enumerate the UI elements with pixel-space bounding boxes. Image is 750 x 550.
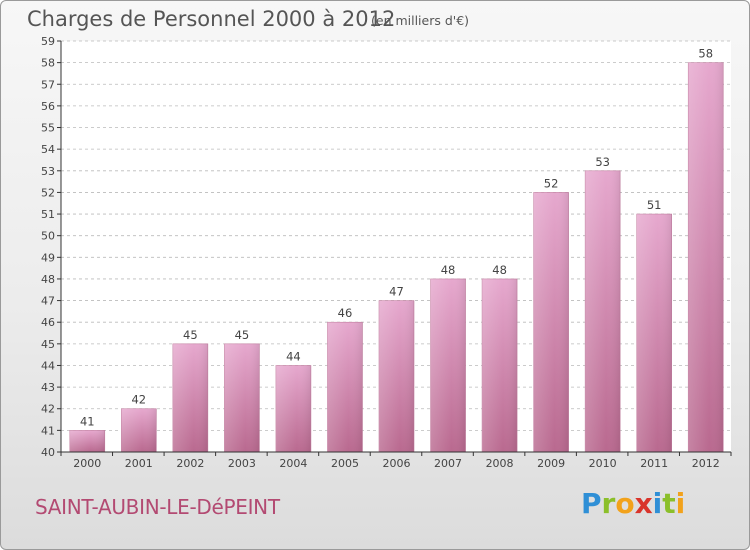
bar-shade <box>636 214 672 452</box>
x-tick-label: 2008 <box>486 457 514 470</box>
y-tick-label: 59 <box>41 35 55 48</box>
y-tick-label: 58 <box>41 57 55 70</box>
bar-shade <box>688 62 724 452</box>
bar-shade <box>533 192 569 452</box>
bar-shade <box>224 343 260 452</box>
bar-shade <box>69 430 105 452</box>
bar-value-label: 52 <box>544 176 559 190</box>
y-tick-label: 54 <box>41 143 55 156</box>
logo-letter: i <box>652 487 663 520</box>
x-tick-label: 2003 <box>228 457 256 470</box>
x-tick-label: 2009 <box>537 457 565 470</box>
y-tick-label: 57 <box>41 78 55 91</box>
y-tick-label: 43 <box>41 381 55 394</box>
x-tick-label: 2000 <box>73 457 101 470</box>
logo-letter: x <box>634 487 653 520</box>
y-tick-label: 45 <box>41 338 55 351</box>
x-tick-label: 2006 <box>383 457 411 470</box>
logo-letter: r <box>601 487 616 520</box>
bar-shade <box>121 408 157 452</box>
bar-value-label: 42 <box>131 393 146 407</box>
logo-letter: t <box>662 487 676 520</box>
y-tick-label: 53 <box>41 165 55 178</box>
y-tick-label: 44 <box>41 359 55 372</box>
y-tick-label: 48 <box>41 273 55 286</box>
bar-shade <box>430 278 466 452</box>
bar-value-label: 45 <box>235 328 250 342</box>
x-tick-label: 2012 <box>692 457 720 470</box>
y-tick-label: 56 <box>41 100 55 113</box>
chart-subtitle: (en milliers d'€) <box>371 13 470 28</box>
bar-value-label: 41 <box>80 414 95 428</box>
bar-value-label: 53 <box>595 155 610 169</box>
x-tick-label: 2005 <box>331 457 359 470</box>
y-tick-label: 51 <box>41 208 55 221</box>
y-tick-label: 50 <box>41 230 55 243</box>
bar-shade <box>379 300 414 452</box>
bar-shade <box>482 278 518 452</box>
logo-letter: P <box>581 487 602 520</box>
bar-value-label: 58 <box>698 47 713 61</box>
x-tick-label: 2002 <box>176 457 204 470</box>
bar-value-label: 44 <box>286 349 301 363</box>
bar-shade <box>275 365 311 452</box>
bar-value-label: 48 <box>492 263 507 277</box>
y-tick-label: 46 <box>41 316 55 329</box>
logo-letter: i <box>675 487 686 520</box>
x-tick-label: 2004 <box>279 457 307 470</box>
bar-value-label: 48 <box>441 263 456 277</box>
bar-shade <box>585 170 621 452</box>
logo-letter: o <box>615 487 635 520</box>
city-name: SAINT-AUBIN-LE-DéPEINT <box>35 495 280 519</box>
proxiti-logo[interactable]: Proxiti <box>581 487 685 520</box>
chart-title: Charges de Personnel 2000 à 2012 <box>27 7 396 31</box>
x-tick-label: 2007 <box>434 457 462 470</box>
x-tick-label: 2001 <box>125 457 153 470</box>
bar-value-label: 47 <box>389 285 404 299</box>
y-tick-label: 47 <box>41 295 55 308</box>
bar-value-label: 46 <box>338 306 353 320</box>
y-tick-label: 52 <box>41 186 55 199</box>
x-tick-label: 2010 <box>589 457 617 470</box>
x-tick-label: 2011 <box>640 457 668 470</box>
y-tick-label: 40 <box>41 446 55 459</box>
y-tick-label: 49 <box>41 251 55 264</box>
bar-value-label: 51 <box>647 198 662 212</box>
y-tick-label: 55 <box>41 122 55 135</box>
y-tick-label: 42 <box>41 403 55 416</box>
bar-value-label: 45 <box>183 328 198 342</box>
bar-shade <box>327 322 363 452</box>
y-tick-label: 41 <box>41 424 55 437</box>
bar-shade <box>172 343 208 452</box>
